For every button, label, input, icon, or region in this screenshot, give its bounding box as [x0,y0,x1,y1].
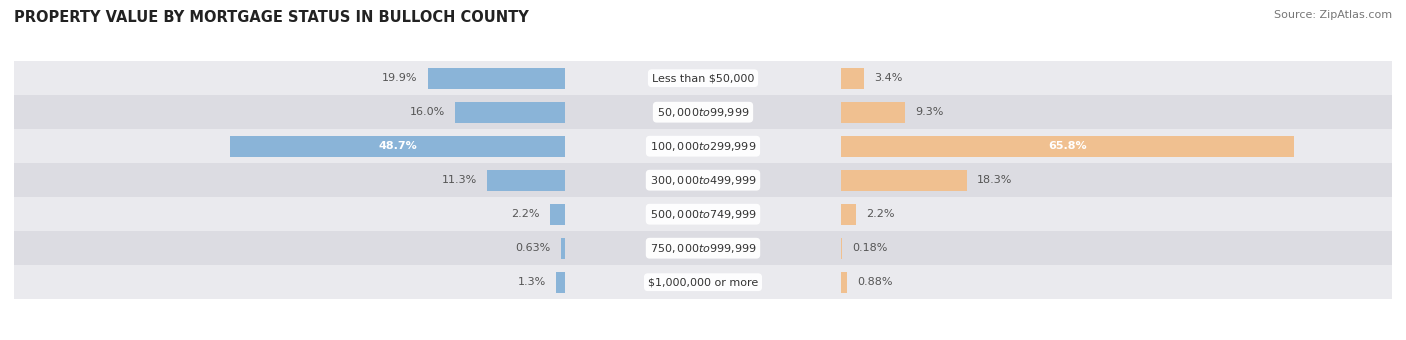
Text: 0.18%: 0.18% [852,243,887,253]
Bar [841,95,1392,129]
Bar [841,197,1392,231]
Bar [557,272,565,293]
Text: 0.88%: 0.88% [858,277,893,287]
Text: 65.8%: 65.8% [1047,141,1087,151]
Text: 9.3%: 9.3% [915,107,943,117]
Bar [565,265,841,299]
Text: 18.3%: 18.3% [977,175,1012,185]
Text: $1,000,000 or more: $1,000,000 or more [648,277,758,287]
Bar [841,163,1392,197]
Bar [561,238,565,259]
Text: Less than $50,000: Less than $50,000 [652,73,754,83]
Text: 1.3%: 1.3% [517,277,546,287]
Bar [565,197,841,231]
Bar [565,129,841,163]
Bar [841,272,846,293]
Text: Source: ZipAtlas.com: Source: ZipAtlas.com [1274,10,1392,20]
Bar [14,231,565,265]
Bar [841,102,905,123]
Text: 48.7%: 48.7% [378,141,416,151]
Text: $300,000 to $499,999: $300,000 to $499,999 [650,174,756,187]
Bar [841,170,967,191]
Bar [488,170,565,191]
Bar [565,61,841,95]
Bar [841,265,1392,299]
Text: $500,000 to $749,999: $500,000 to $749,999 [650,208,756,221]
Text: $750,000 to $999,999: $750,000 to $999,999 [650,242,756,255]
Text: 16.0%: 16.0% [409,107,444,117]
Text: $50,000 to $99,999: $50,000 to $99,999 [657,106,749,119]
Bar [841,68,865,89]
Text: 11.3%: 11.3% [441,175,477,185]
Bar [841,129,1392,163]
Bar [229,136,565,157]
Bar [841,231,1392,265]
Bar [841,61,1392,95]
Text: 0.63%: 0.63% [515,243,551,253]
Bar [14,163,565,197]
Bar [14,197,565,231]
Text: 2.2%: 2.2% [512,209,540,219]
Bar [456,102,565,123]
Text: 3.4%: 3.4% [875,73,903,83]
Bar [14,265,565,299]
Bar [427,68,565,89]
Text: $100,000 to $299,999: $100,000 to $299,999 [650,140,756,153]
Text: PROPERTY VALUE BY MORTGAGE STATUS IN BULLOCH COUNTY: PROPERTY VALUE BY MORTGAGE STATUS IN BUL… [14,10,529,25]
Text: 2.2%: 2.2% [866,209,894,219]
Bar [565,163,841,197]
Bar [841,136,1294,157]
Bar [565,95,841,129]
Bar [14,61,565,95]
Bar [565,231,841,265]
Text: 19.9%: 19.9% [382,73,418,83]
Bar [14,95,565,129]
Bar [550,204,565,225]
Bar [841,204,856,225]
Bar [14,129,565,163]
